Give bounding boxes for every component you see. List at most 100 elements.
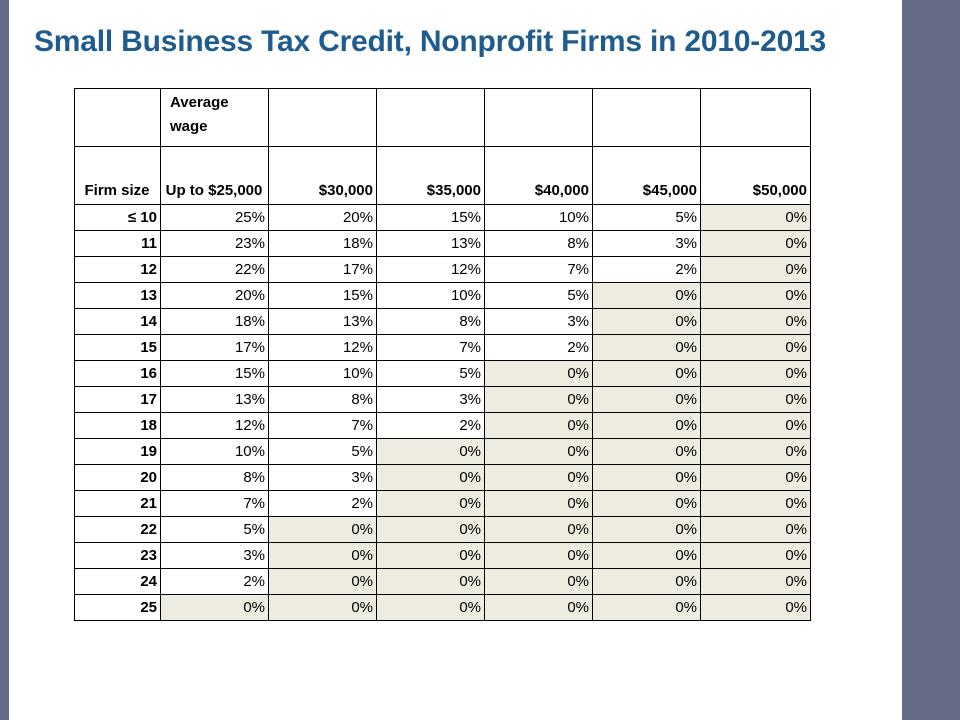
credit-rate-cell: 0% bbox=[592, 438, 701, 465]
firm-size-cell: 15 bbox=[74, 334, 161, 361]
credit-rate-cell: 0% bbox=[700, 412, 811, 439]
credit-rate-cell: 2% bbox=[376, 412, 485, 439]
table-row: 17 13% 8% 3% 0% 0% 0% bbox=[74, 386, 811, 413]
credit-rate-cell: 5% bbox=[268, 438, 377, 465]
credit-rate-cell: 0% bbox=[376, 542, 485, 569]
table-row: 18 12% 7% 2% 0% 0% 0% bbox=[74, 412, 811, 439]
credit-rate-cell: 3% bbox=[160, 542, 269, 569]
header-row-wage-levels: Firm size Up to $25,000 $30,000 $35,000 … bbox=[74, 146, 811, 205]
credit-rate-cell: 15% bbox=[376, 204, 485, 231]
firm-size-cell: 25 bbox=[74, 594, 161, 621]
wage-header-cell: Up to $25,000 bbox=[160, 146, 269, 205]
table-row: 16 15% 10% 5% 0% 0% 0% bbox=[74, 360, 811, 387]
credit-rate-cell: 3% bbox=[376, 386, 485, 413]
credit-rate-cell: 8% bbox=[484, 230, 593, 257]
credit-rate-cell: 0% bbox=[592, 568, 701, 595]
credit-rate-cell: 0% bbox=[700, 308, 811, 335]
credit-rate-cell: 5% bbox=[592, 204, 701, 231]
table-row: 22 5% 0% 0% 0% 0% 0% bbox=[74, 516, 811, 543]
credit-rate-cell: 0% bbox=[700, 282, 811, 309]
credit-rate-cell: 17% bbox=[268, 256, 377, 283]
header-row-average-wage: Average wage bbox=[74, 88, 811, 147]
firm-size-cell: 13 bbox=[74, 282, 161, 309]
wage-header-cell: $35,000 bbox=[376, 146, 485, 205]
credit-rate-cell: 0% bbox=[700, 256, 811, 283]
credit-rate-cell: 0% bbox=[160, 594, 269, 621]
credit-rate-cell: 0% bbox=[484, 516, 593, 543]
header-empty-cell bbox=[700, 88, 811, 147]
credit-rate-cell: 5% bbox=[376, 360, 485, 387]
credit-rate-cell: 15% bbox=[268, 282, 377, 309]
header-empty-cell bbox=[268, 88, 377, 147]
credit-rate-cell: 0% bbox=[376, 516, 485, 543]
credit-rate-cell: 0% bbox=[592, 412, 701, 439]
credit-rate-cell: 2% bbox=[268, 490, 377, 517]
credit-rate-cell: 0% bbox=[376, 568, 485, 595]
right-accent-bar bbox=[902, 0, 960, 720]
credit-rate-cell: 0% bbox=[484, 542, 593, 569]
credit-rate-cell: 3% bbox=[268, 464, 377, 491]
credit-rate-cell: 3% bbox=[484, 308, 593, 335]
firm-size-cell: 19 bbox=[74, 438, 161, 465]
average-wage-header: Average wage bbox=[160, 88, 269, 147]
credit-rate-cell: 0% bbox=[376, 490, 485, 517]
table-row: ≤ 10 25% 20% 15% 10% 5% 0% bbox=[74, 204, 811, 231]
firm-size-cell: 16 bbox=[74, 360, 161, 387]
header-empty-cell bbox=[376, 88, 485, 147]
credit-rate-cell: 7% bbox=[484, 256, 593, 283]
credit-rate-cell: 0% bbox=[700, 334, 811, 361]
table-row: 11 23% 18% 13% 8% 3% 0% bbox=[74, 230, 811, 257]
credit-rate-cell: 0% bbox=[484, 386, 593, 413]
credit-rate-cell: 23% bbox=[160, 230, 269, 257]
credit-rate-cell: 8% bbox=[160, 464, 269, 491]
credit-rate-cell: 0% bbox=[700, 594, 811, 621]
table-row: 24 2% 0% 0% 0% 0% 0% bbox=[74, 568, 811, 595]
table-row: 19 10% 5% 0% 0% 0% 0% bbox=[74, 438, 811, 465]
credit-rate-cell: 15% bbox=[160, 360, 269, 387]
credit-rate-cell: 8% bbox=[376, 308, 485, 335]
credit-rate-cell: 0% bbox=[700, 568, 811, 595]
credit-rate-cell: 5% bbox=[160, 516, 269, 543]
wage-header-cell: $45,000 bbox=[592, 146, 701, 205]
credit-rate-cell: 0% bbox=[376, 464, 485, 491]
credit-rate-cell: 10% bbox=[376, 282, 485, 309]
tax-credit-table: Average wage Firm size Up to $25,000 $30… bbox=[74, 88, 811, 621]
credit-rate-cell: 0% bbox=[376, 438, 485, 465]
firm-size-cell: 24 bbox=[74, 568, 161, 595]
wage-header-cell: $30,000 bbox=[268, 146, 377, 205]
credit-rate-cell: 7% bbox=[160, 490, 269, 517]
firm-size-cell: 21 bbox=[74, 490, 161, 517]
credit-rate-cell: 5% bbox=[484, 282, 593, 309]
credit-rate-cell: 0% bbox=[700, 464, 811, 491]
firm-size-cell: 11 bbox=[74, 230, 161, 257]
firm-size-cell: 18 bbox=[74, 412, 161, 439]
credit-rate-cell: 17% bbox=[160, 334, 269, 361]
credit-rate-cell: 0% bbox=[700, 386, 811, 413]
table-row: 25 0% 0% 0% 0% 0% 0% bbox=[74, 594, 811, 621]
credit-rate-cell: 0% bbox=[268, 542, 377, 569]
credit-rate-cell: 12% bbox=[268, 334, 377, 361]
credit-rate-cell: 18% bbox=[268, 230, 377, 257]
credit-rate-cell: 20% bbox=[160, 282, 269, 309]
credit-rate-cell: 0% bbox=[376, 594, 485, 621]
header-empty-cell bbox=[484, 88, 593, 147]
credit-rate-cell: 0% bbox=[592, 594, 701, 621]
credit-rate-cell: 0% bbox=[592, 334, 701, 361]
credit-rate-cell: 12% bbox=[160, 412, 269, 439]
firm-size-cell: 22 bbox=[74, 516, 161, 543]
credit-rate-cell: 0% bbox=[592, 516, 701, 543]
table-row: 15 17% 12% 7% 2% 0% 0% bbox=[74, 334, 811, 361]
credit-rate-cell: 0% bbox=[700, 360, 811, 387]
credit-rate-cell: 3% bbox=[592, 230, 701, 257]
table-row: 23 3% 0% 0% 0% 0% 0% bbox=[74, 542, 811, 569]
credit-rate-cell: 13% bbox=[160, 386, 269, 413]
table-row: 13 20% 15% 10% 5% 0% 0% bbox=[74, 282, 811, 309]
credit-rate-cell: 0% bbox=[484, 464, 593, 491]
credit-rate-cell: 0% bbox=[484, 594, 593, 621]
credit-rate-cell: 0% bbox=[592, 360, 701, 387]
wage-header-cell: $50,000 bbox=[700, 146, 811, 205]
credit-rate-cell: 13% bbox=[376, 230, 485, 257]
table-row: 21 7% 2% 0% 0% 0% 0% bbox=[74, 490, 811, 517]
firm-size-cell: 14 bbox=[74, 308, 161, 335]
